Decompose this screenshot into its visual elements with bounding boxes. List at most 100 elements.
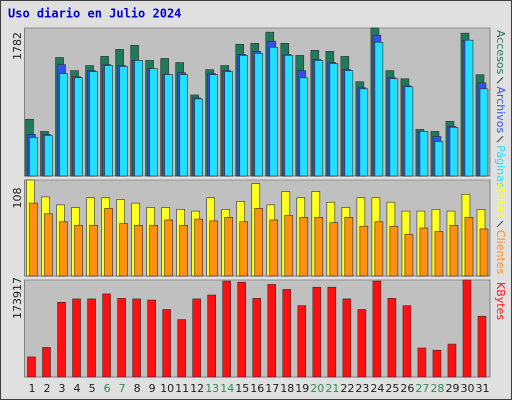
x-tick-label: 4: [74, 382, 81, 395]
bar: [359, 88, 369, 177]
bar: [209, 220, 218, 277]
bar: [419, 131, 429, 177]
bar: [89, 225, 98, 277]
bar: [434, 231, 444, 277]
bar: [479, 88, 489, 177]
x-tick-label: 5: [89, 382, 96, 395]
bar: [387, 298, 397, 378]
bar: [417, 347, 427, 378]
bar: [149, 68, 158, 177]
x-tick-label: 24: [370, 382, 384, 395]
bar: [419, 227, 429, 277]
bar: [312, 286, 322, 378]
bar: [74, 225, 83, 277]
x-tick-label: 26: [400, 382, 414, 395]
bar: [254, 208, 264, 277]
legend-separator: [496, 77, 504, 84]
x-tick-label: 17: [265, 382, 279, 395]
legend-label: Archivos: [494, 86, 507, 133]
bar: [74, 77, 83, 177]
legend-label: Clientes: [494, 230, 507, 275]
bar: [389, 225, 399, 277]
x-tick-label: 15: [235, 382, 249, 395]
bar: [237, 281, 247, 378]
x-tick-label: 13: [205, 382, 219, 395]
x-tick-label: 9: [149, 382, 156, 395]
bar: [404, 86, 414, 177]
bar: [57, 301, 66, 378]
bar: [207, 294, 216, 378]
x-tick-label: 19: [295, 382, 309, 395]
bar: [462, 279, 472, 378]
bar: [209, 74, 218, 177]
y-tick-label: 1782: [11, 32, 24, 60]
bar: [357, 309, 367, 378]
x-tick-label: 23: [355, 382, 369, 395]
bar: [194, 98, 203, 177]
bar: [44, 213, 53, 277]
x-tick-label: 8: [134, 382, 141, 395]
bar: [374, 41, 384, 177]
bar: [254, 53, 264, 177]
bar: [59, 221, 68, 277]
x-tick-label: 12: [190, 382, 204, 395]
x-tick-label: 31: [475, 382, 489, 395]
bar: [449, 225, 459, 277]
bar: [374, 221, 384, 277]
bar: [224, 71, 234, 177]
bar: [164, 74, 173, 177]
bar: [177, 319, 186, 378]
x-tick-label: 18: [280, 382, 294, 395]
y-tick-label: 173917: [11, 277, 24, 319]
x-tick-label: 7: [119, 382, 126, 395]
bar: [239, 221, 249, 277]
bar: [162, 309, 171, 378]
bar: [89, 71, 98, 177]
bar: [102, 293, 111, 378]
bar: [59, 73, 68, 177]
legend-label: Accesos: [494, 30, 507, 75]
bar: [42, 347, 51, 378]
bar: [299, 217, 309, 277]
bar: [252, 298, 262, 378]
x-tick-label: 14: [220, 382, 234, 395]
bar: [404, 233, 414, 277]
bar: [282, 289, 292, 378]
bar: [134, 225, 143, 277]
bar: [222, 280, 232, 378]
bar: [314, 60, 324, 177]
y-tick-label: 108: [11, 188, 24, 209]
x-tick-label: 1: [29, 382, 36, 395]
bar: [389, 78, 399, 177]
bar: [147, 299, 156, 378]
x-tick-label: 29: [445, 382, 459, 395]
bar: [297, 305, 307, 378]
bar: [239, 55, 249, 177]
bar: [164, 219, 173, 277]
legend-label: Páginas: [494, 145, 507, 188]
legend-separator: [496, 135, 504, 143]
bar: [149, 225, 158, 277]
bar: [44, 135, 53, 177]
bar: [299, 77, 309, 177]
bar: [449, 127, 459, 177]
bar: [134, 60, 143, 177]
chart-title: Uso diario en Julio 2024: [8, 7, 181, 21]
bar: [119, 66, 128, 177]
bar: [119, 223, 128, 277]
x-tick-label: 3: [59, 382, 66, 395]
bar: [284, 215, 294, 277]
x-tick-label: 2: [44, 382, 51, 395]
bar: [344, 217, 354, 277]
bar: [132, 298, 141, 378]
bar: [29, 137, 38, 177]
bar: [29, 202, 38, 277]
bar: [434, 141, 444, 177]
bar: [477, 315, 487, 378]
bar: [72, 298, 81, 378]
x-tick-label: 16: [250, 382, 264, 395]
bar: [194, 218, 203, 277]
bar: [327, 286, 337, 378]
bar: [464, 217, 474, 277]
bar: [117, 298, 126, 378]
